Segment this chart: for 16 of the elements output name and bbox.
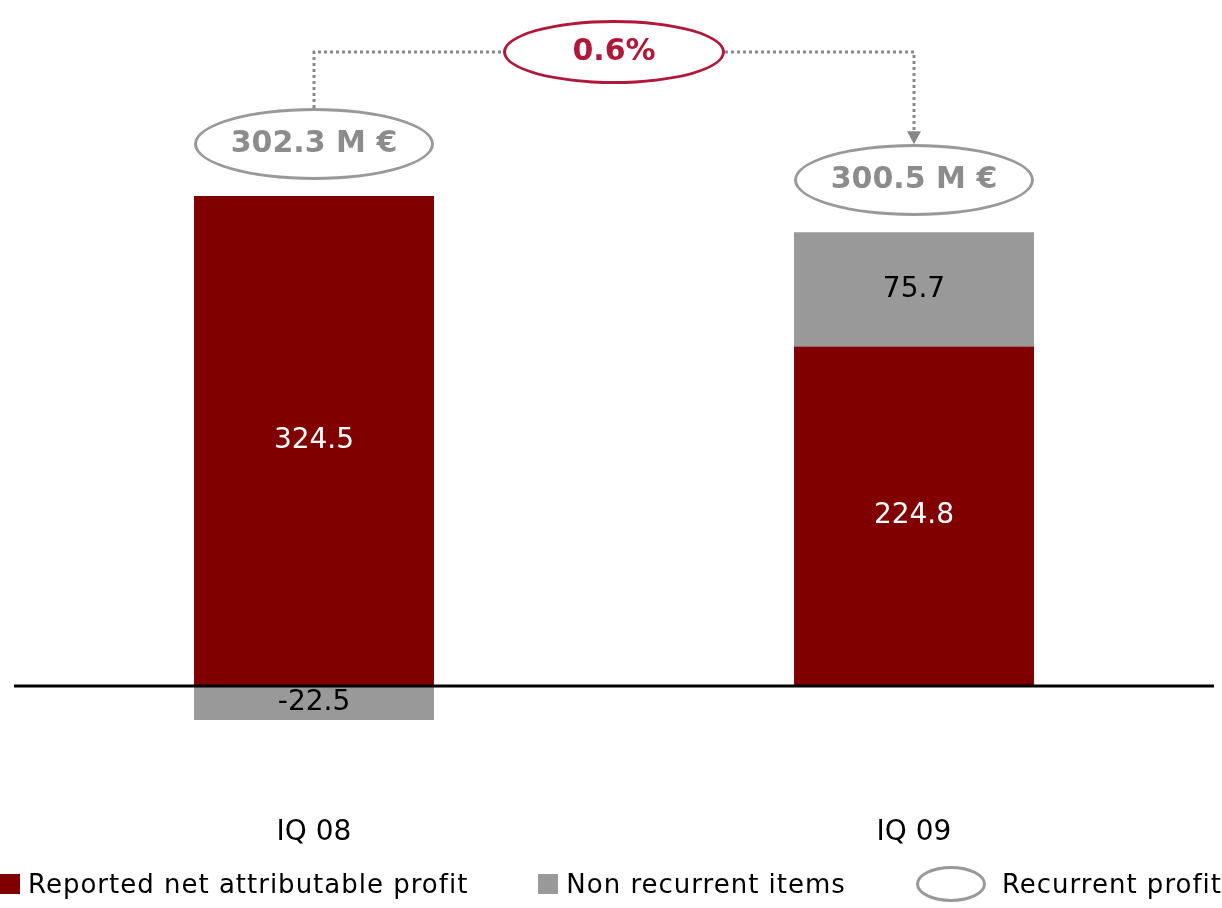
data-label: 75.7 xyxy=(882,270,946,304)
bar xyxy=(194,685,434,720)
x-tick-label: IQ 09 xyxy=(876,814,952,848)
text: 302.3 M € xyxy=(230,123,398,159)
bar xyxy=(194,195,434,686)
bar xyxy=(794,232,1034,347)
text: 300.5 M € xyxy=(830,160,998,196)
data-label: -22.5 xyxy=(277,684,351,718)
bar xyxy=(794,346,1034,686)
legend-label: Non recurrent items xyxy=(566,869,846,899)
legend-label: Reported net attributable profit xyxy=(28,869,469,899)
data-label: 324.5 xyxy=(273,422,355,456)
text: 0.6% xyxy=(572,31,656,67)
text: Recurrent profit xyxy=(1001,869,1222,899)
x-tick-label: IQ 08 xyxy=(276,814,352,848)
data-label: 224.8 xyxy=(873,497,955,531)
